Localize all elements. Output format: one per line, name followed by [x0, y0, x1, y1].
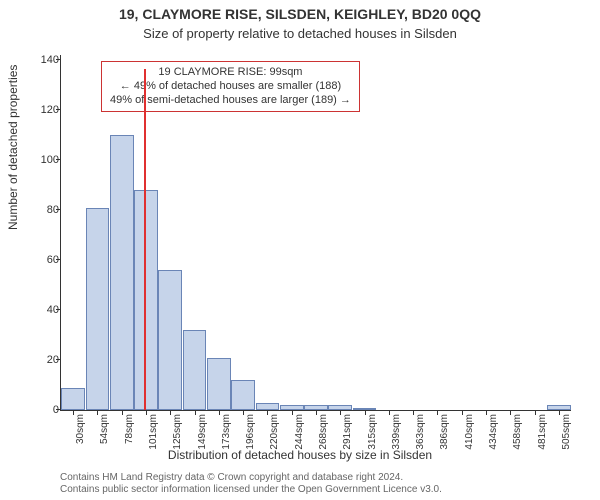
histogram-bar: [61, 388, 85, 411]
histogram-bar: [183, 330, 207, 410]
x-tick-label: 101sqm: [146, 410, 159, 450]
y-tick-label: 120: [19, 104, 59, 116]
x-tick-label: 220sqm: [267, 410, 280, 450]
histogram-bar: [134, 190, 158, 410]
x-tick-label: 386sqm: [437, 410, 450, 450]
x-tick-label: 315sqm: [365, 410, 378, 450]
y-tick-label: 60: [19, 254, 59, 266]
x-axis-label: Distribution of detached houses by size …: [0, 448, 600, 462]
x-tick-label: 149sqm: [195, 410, 208, 450]
chart-title: 19, CLAYMORE RISE, SILSDEN, KEIGHLEY, BD…: [0, 6, 600, 22]
histogram-bar: [86, 208, 110, 411]
y-tick-mark: [56, 359, 61, 360]
y-tick-label: 20: [19, 354, 59, 366]
x-tick-label: 339sqm: [389, 410, 402, 450]
histogram-bar: [158, 270, 182, 410]
footer-text: Contains HM Land Registry data © Crown c…: [60, 472, 580, 496]
x-tick-label: 173sqm: [219, 410, 232, 450]
x-tick-label: 125sqm: [170, 410, 183, 450]
x-tick-label: 30sqm: [73, 410, 86, 444]
y-tick-label: 140: [19, 54, 59, 66]
y-tick-mark: [56, 59, 61, 60]
property-marker-line: [144, 69, 146, 410]
annotation-line: ← 49% of detached houses are smaller (18…: [110, 80, 351, 94]
x-tick-label: 505sqm: [559, 410, 572, 450]
x-tick-label: 410sqm: [462, 410, 475, 450]
y-tick-mark: [56, 259, 61, 260]
y-tick-label: 100: [19, 154, 59, 166]
x-tick-label: 196sqm: [243, 410, 256, 450]
y-axis-label: Number of detached properties: [6, 65, 20, 230]
annotation-box: 19 CLAYMORE RISE: 99sqm ← 49% of detache…: [101, 61, 360, 112]
histogram-bar: [110, 135, 134, 410]
histogram-bar: [256, 403, 280, 411]
plot-area: 19 CLAYMORE RISE: 99sqm ← 49% of detache…: [60, 55, 571, 411]
annotation-line: 49% of semi-detached houses are larger (…: [110, 94, 351, 108]
y-tick-label: 0: [19, 404, 59, 416]
histogram-bar: [207, 358, 231, 411]
histogram-bar: [231, 380, 255, 410]
y-tick-mark: [56, 309, 61, 310]
footer-line: Contains public sector information licen…: [60, 484, 580, 496]
y-tick-mark: [56, 109, 61, 110]
footer-line: Contains HM Land Registry data © Crown c…: [60, 472, 580, 484]
x-tick-label: 363sqm: [413, 410, 426, 450]
annotation-line: 19 CLAYMORE RISE: 99sqm: [110, 66, 351, 80]
x-tick-label: 244sqm: [292, 410, 305, 450]
y-tick-mark: [56, 159, 61, 160]
y-tick-label: 80: [19, 204, 59, 216]
x-tick-label: 434sqm: [486, 410, 499, 450]
x-tick-label: 481sqm: [535, 410, 548, 450]
y-tick-mark: [56, 209, 61, 210]
x-tick-label: 268sqm: [316, 410, 329, 450]
x-tick-label: 458sqm: [510, 410, 523, 450]
y-tick-label: 40: [19, 304, 59, 316]
x-tick-label: 54sqm: [97, 410, 110, 444]
chart-subtitle: Size of property relative to detached ho…: [0, 26, 600, 41]
chart-container: { "titles": { "main": "19, CLAYMORE RISE…: [0, 0, 600, 500]
x-tick-label: 78sqm: [122, 410, 135, 444]
x-tick-label: 291sqm: [340, 410, 353, 450]
